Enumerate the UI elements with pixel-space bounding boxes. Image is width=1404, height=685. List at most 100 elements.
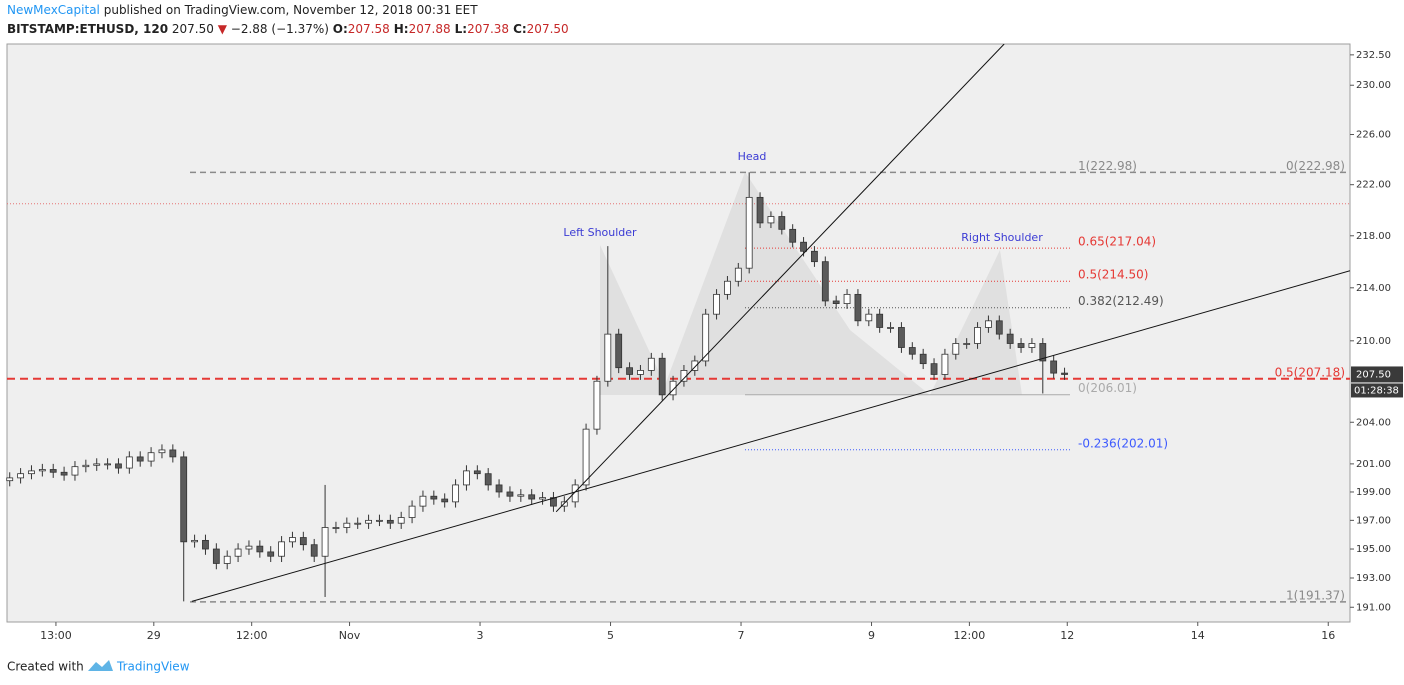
candle-body — [745, 196, 753, 269]
candle-body — [876, 313, 884, 328]
candle-body — [658, 357, 666, 396]
candle-body — [463, 470, 470, 486]
candle-body — [1017, 343, 1025, 348]
candle-body — [854, 293, 862, 322]
candle-body — [376, 519, 383, 522]
y-tick-label: 226.00 — [1356, 130, 1391, 141]
change: −2.88 (−1.37%) — [230, 22, 329, 36]
countdown-box — [1351, 383, 1403, 398]
candle-body — [539, 497, 546, 500]
candle-body — [234, 548, 242, 557]
candle-body — [898, 327, 905, 348]
candle-body — [191, 539, 198, 543]
candle-body — [691, 360, 699, 371]
candle-body — [321, 527, 329, 557]
candle-body — [354, 522, 362, 525]
candle-body — [995, 320, 1003, 335]
candle-body — [604, 333, 612, 382]
symbol-line: BITSTAMP:ETHUSD, 120 207.50 ▼ −2.88 (−1.… — [7, 22, 573, 36]
y-tick-label: 201.00 — [1356, 459, 1391, 470]
candle-body — [669, 380, 677, 396]
x-tick-label: 9 — [868, 629, 875, 642]
candle-body — [245, 545, 253, 550]
candle-body — [887, 327, 894, 329]
candle-body — [778, 216, 786, 230]
symbol: BITSTAMP:ETHUSD, 120 — [7, 22, 169, 36]
candle-body — [136, 456, 144, 462]
candle-body — [865, 313, 873, 322]
fib-label: 0.5(207.18) — [1275, 365, 1345, 379]
y-tick-label: 232.50 — [1356, 50, 1391, 61]
candle-body — [289, 537, 296, 543]
candle-body — [843, 293, 851, 305]
candle-body — [615, 333, 623, 369]
candle-body — [637, 370, 644, 375]
y-tick-label: 197.00 — [1356, 515, 1391, 526]
candle-body — [626, 367, 633, 375]
fib-label: 0(206.01) — [1078, 381, 1137, 395]
candle-body — [104, 463, 111, 466]
candle-body — [17, 473, 24, 479]
x-tick-label: 13:00 — [40, 629, 72, 642]
candle-body — [419, 495, 427, 507]
plot: 1(222.98) 0(222.98) 0.65(217.04) 0.5(214.50… — [6, 44, 1350, 603]
candle-body — [941, 353, 949, 375]
candle-body — [484, 473, 492, 486]
ohlc-value: 207.58 — [347, 22, 390, 36]
candle-body — [158, 449, 166, 454]
candle-body — [528, 494, 536, 500]
footer-brand[interactable]: TradingView — [116, 660, 190, 674]
candle-body — [343, 522, 351, 528]
candle-body — [278, 541, 285, 557]
published: published on TradingView.com, November 1… — [103, 3, 478, 17]
x-tick-label: 12:00 — [236, 629, 268, 642]
candle-body — [82, 464, 90, 468]
candle-body — [365, 519, 372, 524]
pattern-label: Left Shoulder — [563, 226, 637, 239]
candle-body — [1039, 343, 1047, 362]
candle-body — [593, 380, 601, 430]
candle-body — [180, 456, 188, 543]
y-tick-label: 195.00 — [1356, 544, 1391, 555]
x-tick-label: Nov — [339, 629, 361, 642]
logo — [88, 660, 113, 671]
candle-body — [441, 498, 449, 503]
ohlc-key: L: — [454, 22, 468, 36]
last-price-label: 207.50 — [1356, 369, 1391, 380]
candle-body — [811, 250, 818, 263]
fib-label: 0.65(217.04) — [1078, 235, 1156, 249]
plot-area — [6, 43, 1351, 623]
candle-body — [310, 544, 318, 557]
author[interactable]: NewMexCapital — [7, 3, 100, 17]
candle-body — [169, 449, 177, 458]
y-tick-label: 222.00 — [1356, 180, 1391, 191]
fib-label: -0.236(202.01) — [1078, 436, 1168, 450]
ohlc-value: 207.38 — [467, 22, 510, 36]
candle-body — [517, 494, 525, 497]
candle-body — [571, 484, 579, 503]
x-tick-label: 7 — [738, 629, 745, 642]
candle-body — [789, 228, 797, 243]
candle-body — [832, 300, 840, 305]
countdown: 01:28:38 — [1354, 385, 1399, 396]
candle-body — [452, 484, 459, 503]
y-tick-label: 210.00 — [1356, 336, 1391, 347]
footer-created: Created with — [7, 660, 84, 674]
x-tick-label: 29 — [147, 629, 161, 642]
candle-body — [952, 343, 960, 355]
candle-body — [908, 347, 916, 355]
y-tick-label: 193.00 — [1356, 573, 1391, 584]
pattern-label: Head — [738, 150, 767, 163]
x-tick-label: 12 — [1060, 629, 1074, 642]
trendline — [191, 270, 1350, 602]
candle-body — [713, 293, 720, 315]
candle-body — [28, 470, 35, 475]
candle-body — [1061, 372, 1068, 375]
pattern-label: Right Shoulder — [961, 231, 1043, 244]
candle-body — [71, 466, 79, 476]
candle-body — [550, 497, 557, 507]
candle-body — [974, 327, 981, 344]
fib-label: 1(222.98) — [1078, 159, 1137, 173]
candle-body — [60, 471, 68, 476]
